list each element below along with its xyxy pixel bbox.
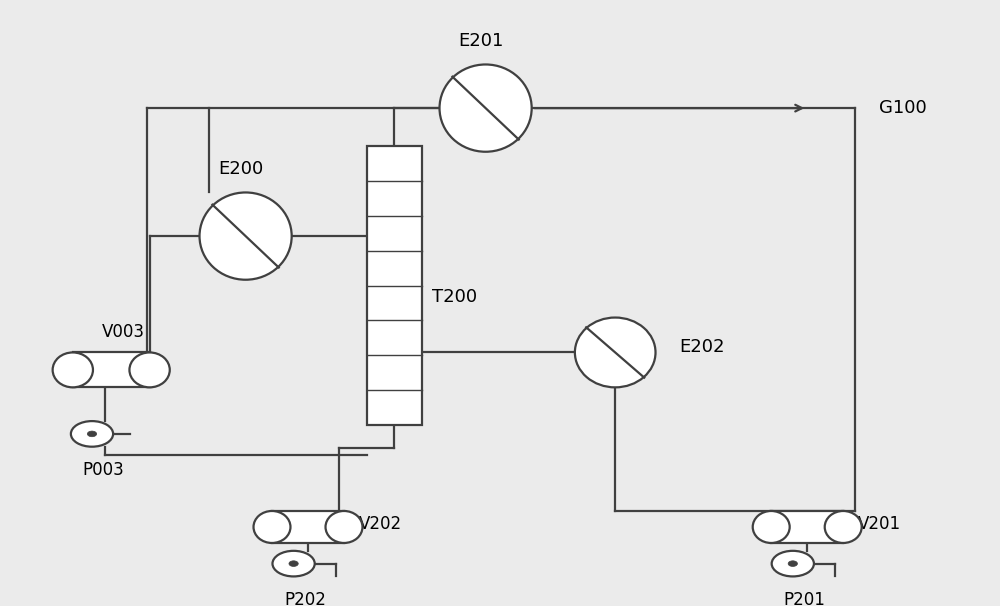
Text: P202: P202 bbox=[284, 591, 326, 606]
Circle shape bbox=[788, 561, 797, 567]
Ellipse shape bbox=[575, 318, 656, 387]
Circle shape bbox=[289, 561, 298, 567]
Ellipse shape bbox=[53, 353, 93, 387]
Text: E201: E201 bbox=[458, 32, 503, 50]
Circle shape bbox=[87, 431, 97, 437]
Circle shape bbox=[272, 551, 315, 576]
Text: E200: E200 bbox=[218, 160, 263, 178]
Ellipse shape bbox=[254, 511, 290, 543]
Text: P201: P201 bbox=[783, 591, 825, 606]
Ellipse shape bbox=[825, 511, 862, 543]
Text: P003: P003 bbox=[82, 461, 124, 479]
Text: V003: V003 bbox=[102, 323, 145, 341]
Ellipse shape bbox=[326, 511, 362, 543]
Text: G100: G100 bbox=[879, 99, 927, 117]
Bar bbox=[771, 511, 843, 543]
Text: T200: T200 bbox=[432, 288, 477, 306]
Circle shape bbox=[772, 551, 814, 576]
Text: V202: V202 bbox=[358, 515, 402, 533]
Ellipse shape bbox=[200, 193, 292, 280]
Circle shape bbox=[71, 421, 113, 447]
Bar bbox=[367, 146, 422, 425]
Ellipse shape bbox=[753, 511, 790, 543]
Text: V201: V201 bbox=[858, 515, 901, 533]
Ellipse shape bbox=[440, 64, 532, 152]
Ellipse shape bbox=[129, 353, 170, 387]
Bar bbox=[73, 353, 150, 387]
Text: E202: E202 bbox=[680, 338, 725, 356]
Bar bbox=[272, 511, 344, 543]
